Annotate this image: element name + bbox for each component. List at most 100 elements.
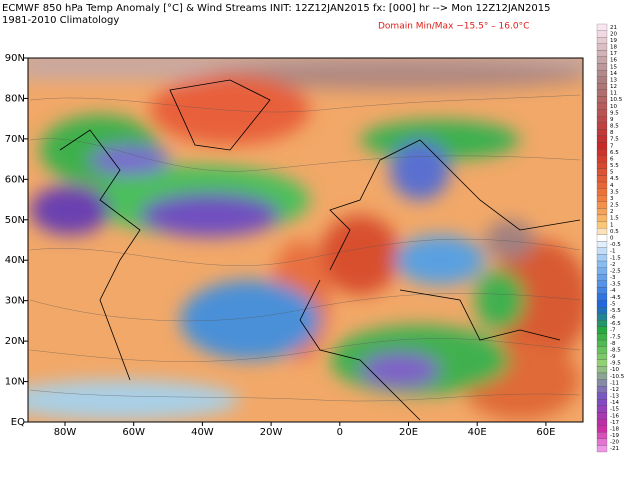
colorbar-label: -1.5 bbox=[610, 255, 621, 261]
lat-label: 20N bbox=[5, 336, 25, 347]
colorbar-swatch bbox=[596, 300, 608, 308]
colorbar-label: -14 bbox=[610, 400, 619, 406]
lat-label: 90N bbox=[5, 53, 25, 64]
colorbar-label: -4 bbox=[610, 288, 616, 294]
colorbar-swatch bbox=[596, 267, 608, 275]
lon-label: 60W bbox=[122, 427, 145, 438]
colorbar-label: 20 bbox=[610, 31, 617, 37]
colorbar-label: 4 bbox=[610, 183, 614, 189]
colorbar-label: -16 bbox=[610, 413, 619, 419]
colorbar-label: 9 bbox=[610, 117, 614, 123]
colorbar-label: -2.5 bbox=[610, 268, 621, 274]
colorbar-label: 10.5 bbox=[610, 97, 623, 103]
colorbar-swatch bbox=[596, 181, 608, 189]
colorbar-swatch bbox=[596, 63, 608, 71]
colorbar-swatch bbox=[596, 320, 608, 327]
colorbar-swatch bbox=[596, 50, 608, 58]
colorbar-label: 4.5 bbox=[610, 176, 619, 182]
colorbar-swatch bbox=[596, 135, 608, 143]
colorbar-label: -8.5 bbox=[610, 347, 621, 353]
colorbar-swatch bbox=[596, 122, 608, 130]
colorbar-swatch bbox=[596, 412, 608, 420]
colorbar-label: 19 bbox=[610, 38, 617, 44]
lat-label: 40N bbox=[5, 255, 25, 266]
colorbar-label: -17 bbox=[610, 420, 619, 426]
colorbar-label: 9.5 bbox=[610, 110, 619, 116]
colorbar-swatch bbox=[596, 214, 608, 222]
colorbar-swatch bbox=[596, 432, 608, 439]
colorbar-swatch bbox=[596, 43, 608, 51]
colorbar-swatch bbox=[596, 188, 608, 196]
colorbar-label: -18 bbox=[610, 426, 619, 432]
colorbar-swatch bbox=[596, 234, 608, 242]
colorbar-label: 16 bbox=[610, 58, 617, 64]
colorbar-label: -11 bbox=[610, 380, 619, 386]
colorbar-label: 3 bbox=[610, 196, 614, 202]
map-frame bbox=[27, 57, 584, 423]
lat-label: 50N bbox=[5, 215, 25, 226]
colorbar-swatch bbox=[596, 372, 608, 380]
colorbar-swatch bbox=[596, 359, 608, 367]
colorbar-label: -10 bbox=[610, 367, 619, 373]
lon-label: 60E bbox=[536, 427, 555, 438]
colorbar-swatch bbox=[596, 142, 608, 150]
lat-label: EQ bbox=[11, 417, 25, 428]
lon-label: 20W bbox=[260, 427, 283, 438]
colorbar-label: -2 bbox=[610, 262, 615, 268]
colorbar-label: -13 bbox=[610, 394, 619, 400]
colorbar-label: 0.5 bbox=[610, 229, 619, 235]
colorbar-label: 15 bbox=[610, 64, 617, 70]
colorbar-swatch bbox=[596, 83, 608, 90]
colorbar-swatch bbox=[596, 109, 608, 117]
colorbar-label: -12 bbox=[610, 387, 619, 393]
colorbar-swatch bbox=[596, 228, 608, 235]
lat-label: 60N bbox=[5, 174, 25, 185]
lon-label: 0 bbox=[337, 427, 343, 438]
colorbar-label: 2.5 bbox=[610, 203, 619, 209]
colorbar-swatch bbox=[596, 287, 608, 295]
colorbar-label: 17 bbox=[610, 51, 617, 57]
colorbar-swatch bbox=[596, 162, 608, 169]
colorbar-swatch bbox=[596, 129, 608, 137]
colorbar-label: -20 bbox=[610, 440, 619, 446]
colorbar-label: 10 bbox=[610, 104, 617, 110]
colorbar-label: -21 bbox=[610, 446, 619, 452]
colorbar-label: 0 bbox=[610, 236, 614, 242]
colorbar-swatch bbox=[596, 392, 608, 400]
colorbar-swatch bbox=[596, 293, 608, 301]
colorbar-swatch bbox=[596, 346, 608, 354]
colorbar-label: -3 bbox=[610, 275, 616, 281]
colorbar-label: 1 bbox=[610, 222, 614, 228]
colorbar-label: -6 bbox=[610, 315, 616, 321]
colorbar-swatch bbox=[596, 438, 608, 446]
colorbar-label: -0.5 bbox=[610, 242, 621, 248]
colorbar-swatch bbox=[596, 201, 608, 209]
colorbar-label: 2 bbox=[610, 209, 614, 215]
colorbar-swatch bbox=[596, 254, 608, 262]
colorbar-label: -9 bbox=[610, 354, 616, 360]
colorbar-swatch bbox=[596, 313, 608, 321]
colorbar-swatch bbox=[596, 333, 608, 341]
colorbar-swatch bbox=[596, 307, 608, 314]
colorbar-label: -6.5 bbox=[610, 321, 621, 327]
colorbar-label: 18 bbox=[610, 45, 617, 51]
colorbar-swatch bbox=[596, 241, 608, 248]
colorbar-swatch bbox=[596, 386, 608, 393]
map bbox=[28, 58, 583, 422]
colorbar-swatch bbox=[596, 69, 608, 77]
colorbar-label: -5.5 bbox=[610, 308, 621, 314]
colorbar-swatch bbox=[596, 96, 608, 104]
colorbar-label: 1.5 bbox=[610, 216, 619, 222]
colorbar-swatch bbox=[596, 149, 608, 156]
colorbar-swatch bbox=[596, 379, 608, 387]
lon-label: 80W bbox=[54, 427, 77, 438]
colorbar-swatch bbox=[596, 76, 608, 84]
lon-label: 40E bbox=[468, 427, 487, 438]
subtitle: 1981-2010 Climatology bbox=[2, 15, 119, 26]
colorbar-label: -4.5 bbox=[610, 295, 621, 301]
colorbar-swatch bbox=[596, 102, 608, 110]
colorbar-swatch bbox=[596, 418, 608, 426]
colorbar-label: 11 bbox=[610, 91, 617, 97]
colorbar-swatch bbox=[596, 56, 608, 64]
